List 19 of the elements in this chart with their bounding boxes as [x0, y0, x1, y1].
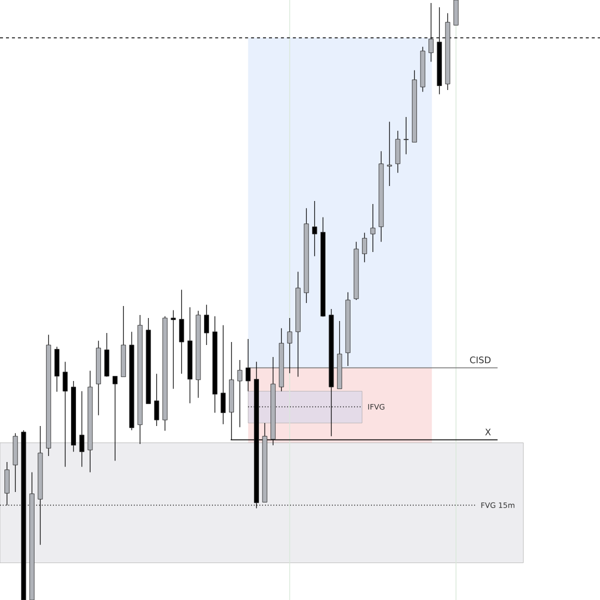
- candlestick: [204, 304, 210, 346]
- candlestick: [220, 324, 226, 425]
- candlestick: [170, 310, 176, 390]
- candlestick: [312, 200, 318, 257]
- candlestick: [154, 373, 160, 426]
- ref-line-label: X: [485, 428, 491, 436]
- ref-line-label: CISD: [470, 356, 491, 364]
- candlestick: [370, 204, 376, 252]
- candlestick: [404, 116, 409, 155]
- candlestick: [62, 361, 68, 468]
- candlestick: [287, 318, 292, 374]
- candlestick: [362, 232, 368, 263]
- candlestick: [112, 376, 118, 462]
- candlestick: [237, 360, 242, 428]
- candlestick: [246, 338, 251, 392]
- candlestick: [386, 121, 392, 186]
- candlestick: [4, 462, 10, 506]
- candlestick: [179, 289, 184, 374]
- candlestick: [79, 390, 84, 468]
